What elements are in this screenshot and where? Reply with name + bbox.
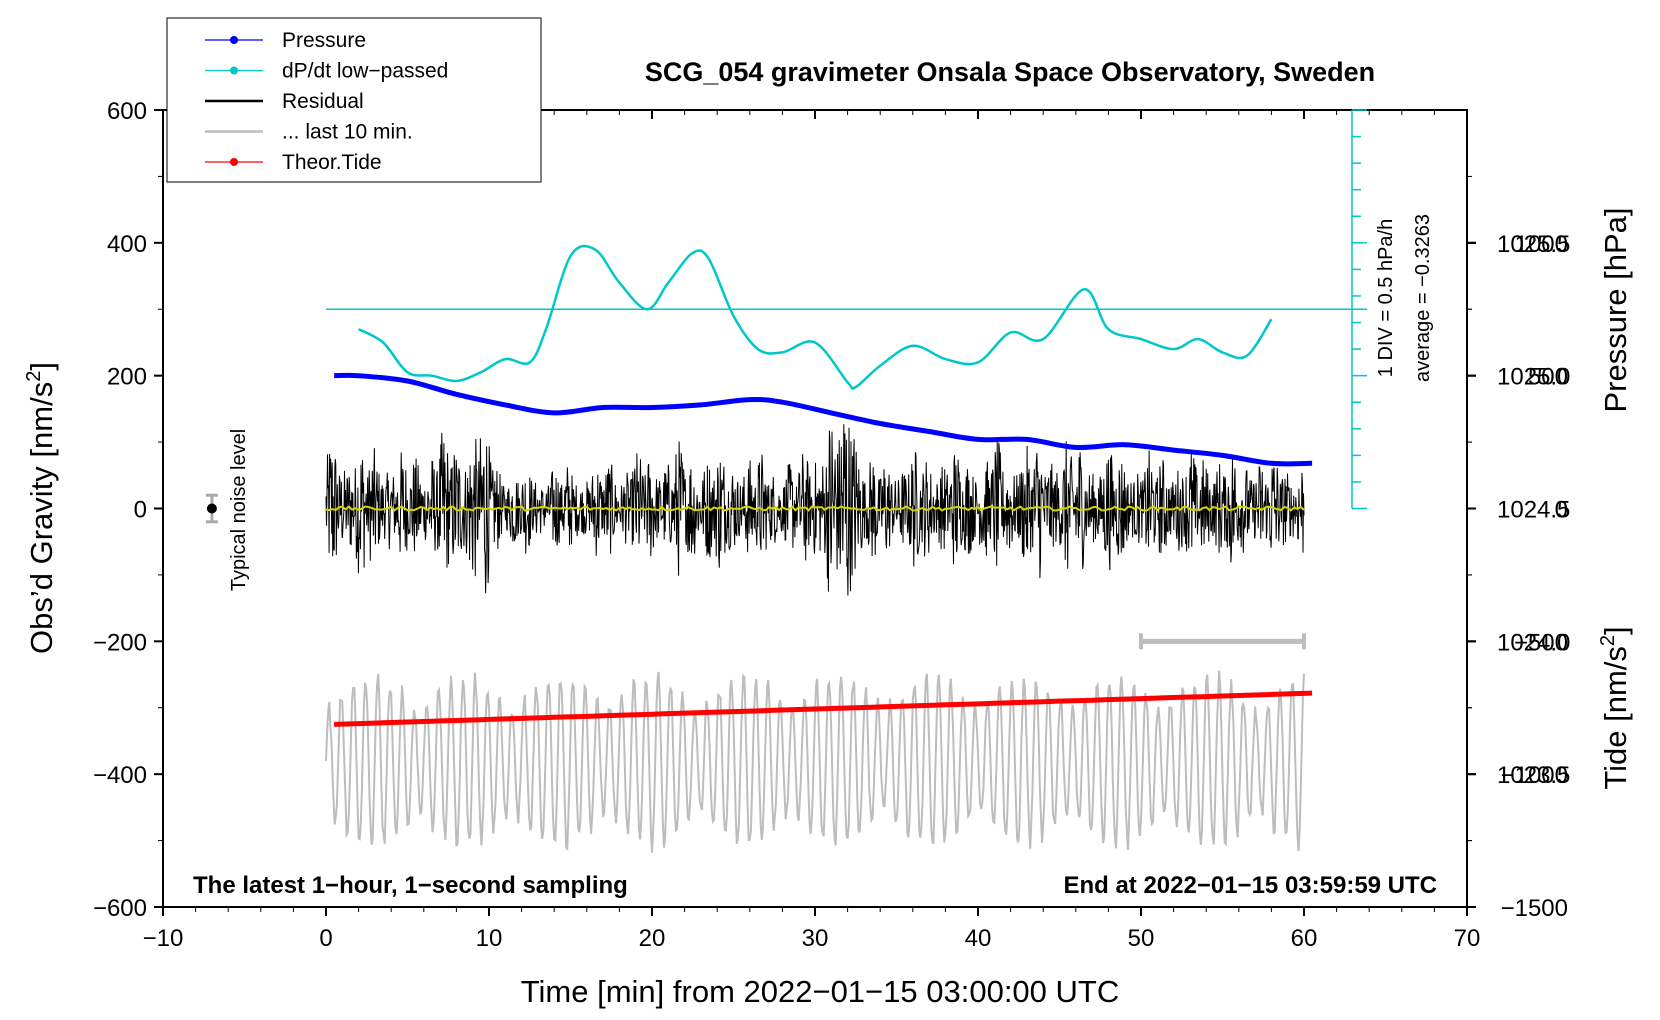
x-tick-label: 20	[639, 925, 666, 952]
pressure-tick-label: 1025.5	[1497, 231, 1570, 258]
y-tick-label: 600	[107, 98, 147, 125]
last10-bar	[1139, 633, 1306, 650]
dpdt-scale: 1 DIV = 0.5 hPa/h average = −0.3263	[1375, 214, 1434, 382]
end-time-note: End at 2022−01−15 03:59:59 UTC	[1063, 872, 1437, 899]
dpdt-average-label: average = −0.3263	[1412, 214, 1434, 382]
legend: Pressure dP/dt low−passed Residual ... last…	[166, 17, 542, 183]
tide-tick-label: −1500	[1501, 895, 1568, 922]
chart-title: SCG_054 gravimeter Onsala Space Observat…	[645, 57, 1375, 87]
x-tick-label: 60	[1291, 925, 1318, 952]
y-axis-title-left-sup: 2	[23, 371, 45, 382]
pressure-line	[334, 372, 1313, 467]
y-tick-label: 400	[107, 231, 147, 258]
tide-tick-label: −500	[1514, 629, 1568, 656]
y-tick-label: 0	[134, 497, 147, 524]
y-axis-title-left: Obs’d Gravity [nm/s2]	[23, 362, 59, 654]
residual-line	[325, 424, 1305, 596]
sampling-note: The latest 1−hour, 1−second sampling	[193, 872, 628, 899]
theor-tide-line	[334, 690, 1313, 727]
pressure-tick-label: 1024.0	[1497, 629, 1570, 656]
dpdt-scale-label: 1 DIV = 0.5 hPa/h	[1375, 219, 1397, 377]
residual-smoothed-line	[325, 505, 1305, 512]
legend-marker	[230, 158, 238, 166]
tide-tick-label: −1000	[1501, 762, 1568, 789]
legend-label: dP/dt low−passed	[282, 60, 448, 83]
pressure-tick-label: 1023.5	[1497, 762, 1570, 789]
last10-line	[325, 670, 1305, 853]
series-layer	[325, 109, 1367, 853]
pressure-axis-title: Pressure [hPa]	[1598, 207, 1633, 412]
legend-label: Theor.Tide	[282, 151, 382, 174]
ticks-layer: −10 0 10 20 30 40 50 60 70 600 400 200 0 −200 −400 −600…	[93, 98, 1570, 952]
tide-tick-label: 0	[1555, 497, 1568, 524]
noise-level-point	[206, 503, 217, 514]
dpdt-line	[358, 244, 1273, 390]
pressure-tick-label: 1024.5	[1497, 497, 1570, 524]
x-axis-title: Time [min] from 2022−01−15 03:00:00 UTC	[521, 974, 1120, 1009]
x-tick-label: −10	[143, 925, 184, 952]
tide-axis-title-text: Tide [nm/s	[1598, 646, 1633, 790]
noise-level-label: Typical noise level	[228, 429, 250, 591]
y-axis-title-left-end: ]	[24, 362, 59, 371]
y-tick-label: −600	[93, 895, 147, 922]
x-tick-label: 10	[476, 925, 503, 952]
noise-level: Typical noise level	[205, 429, 250, 591]
y-tick-label: −400	[93, 762, 147, 789]
tide-tick-label: 500	[1528, 364, 1568, 391]
x-tick-label: 40	[965, 925, 992, 952]
x-tick-label: 50	[1128, 925, 1155, 952]
x-tick-label: 70	[1454, 925, 1481, 952]
tide-axis-title-end: ]	[1598, 626, 1633, 635]
y-axis-title-left-text: Obs’d Gravity [nm/s	[24, 382, 59, 654]
tide-axis-title: Tide [nm/s2]	[1597, 626, 1633, 789]
y-tick-label: 200	[107, 364, 147, 391]
legend-label: ... last 10 min.	[282, 121, 413, 144]
legend-label: Pressure	[282, 29, 366, 52]
x-tick-label: 30	[802, 925, 829, 952]
pressure-tick-label: 1025.0	[1497, 364, 1570, 391]
x-tick-label: 0	[319, 925, 332, 952]
legend-label: Residual	[282, 90, 364, 113]
tide-tick-label: 1000	[1515, 231, 1568, 258]
y-tick-label: −200	[93, 629, 147, 656]
legend-marker	[230, 66, 238, 75]
tide-axis-title-sup: 2	[1597, 635, 1619, 646]
legend-marker	[230, 36, 238, 44]
